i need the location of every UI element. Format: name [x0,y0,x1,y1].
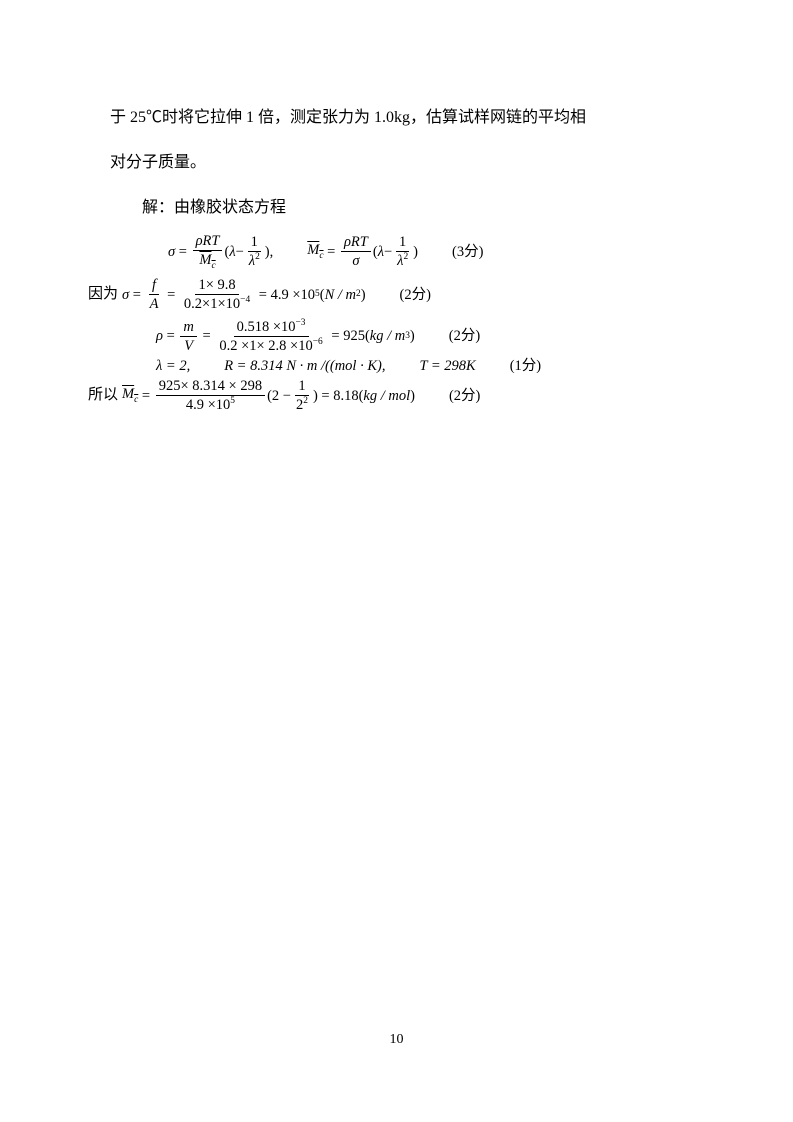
page-content: 于 25℃时将它拉伸 1 倍，测定张力为 1.0kg，估算试样网链的平均相 对分… [110,100,680,419]
page-number: 10 [0,1032,793,1048]
problem-line-1: 于 25℃时将它拉伸 1 倍，测定张力为 1.0kg，估算试样网链的平均相 [110,100,680,135]
equation-rho: ρ = m V = 0.518 ×10−3 0.2 ×1× 2.8 ×10−6 … [156,318,680,355]
equation-mc-result: 所以 Mc = 925× 8.314 × 298 4.9 ×105 (2 − 1… [124,377,680,414]
solution-intro: 解：由橡胶状态方程 [110,190,680,225]
equation-state: σ = ρRT Mc ( λ − 1 λ2 ), Mc = ρRT σ ( λ … [168,232,680,273]
equation-sigma: 因为 σ = f A = 1× 9.8 0.2×1×10−4 = 4.9 ×10… [124,276,680,313]
equation-constants: λ = 2, R = 8.314 N · m /((mol · K), T = … [156,359,680,374]
problem-line-2: 对分子质量。 [110,145,680,180]
